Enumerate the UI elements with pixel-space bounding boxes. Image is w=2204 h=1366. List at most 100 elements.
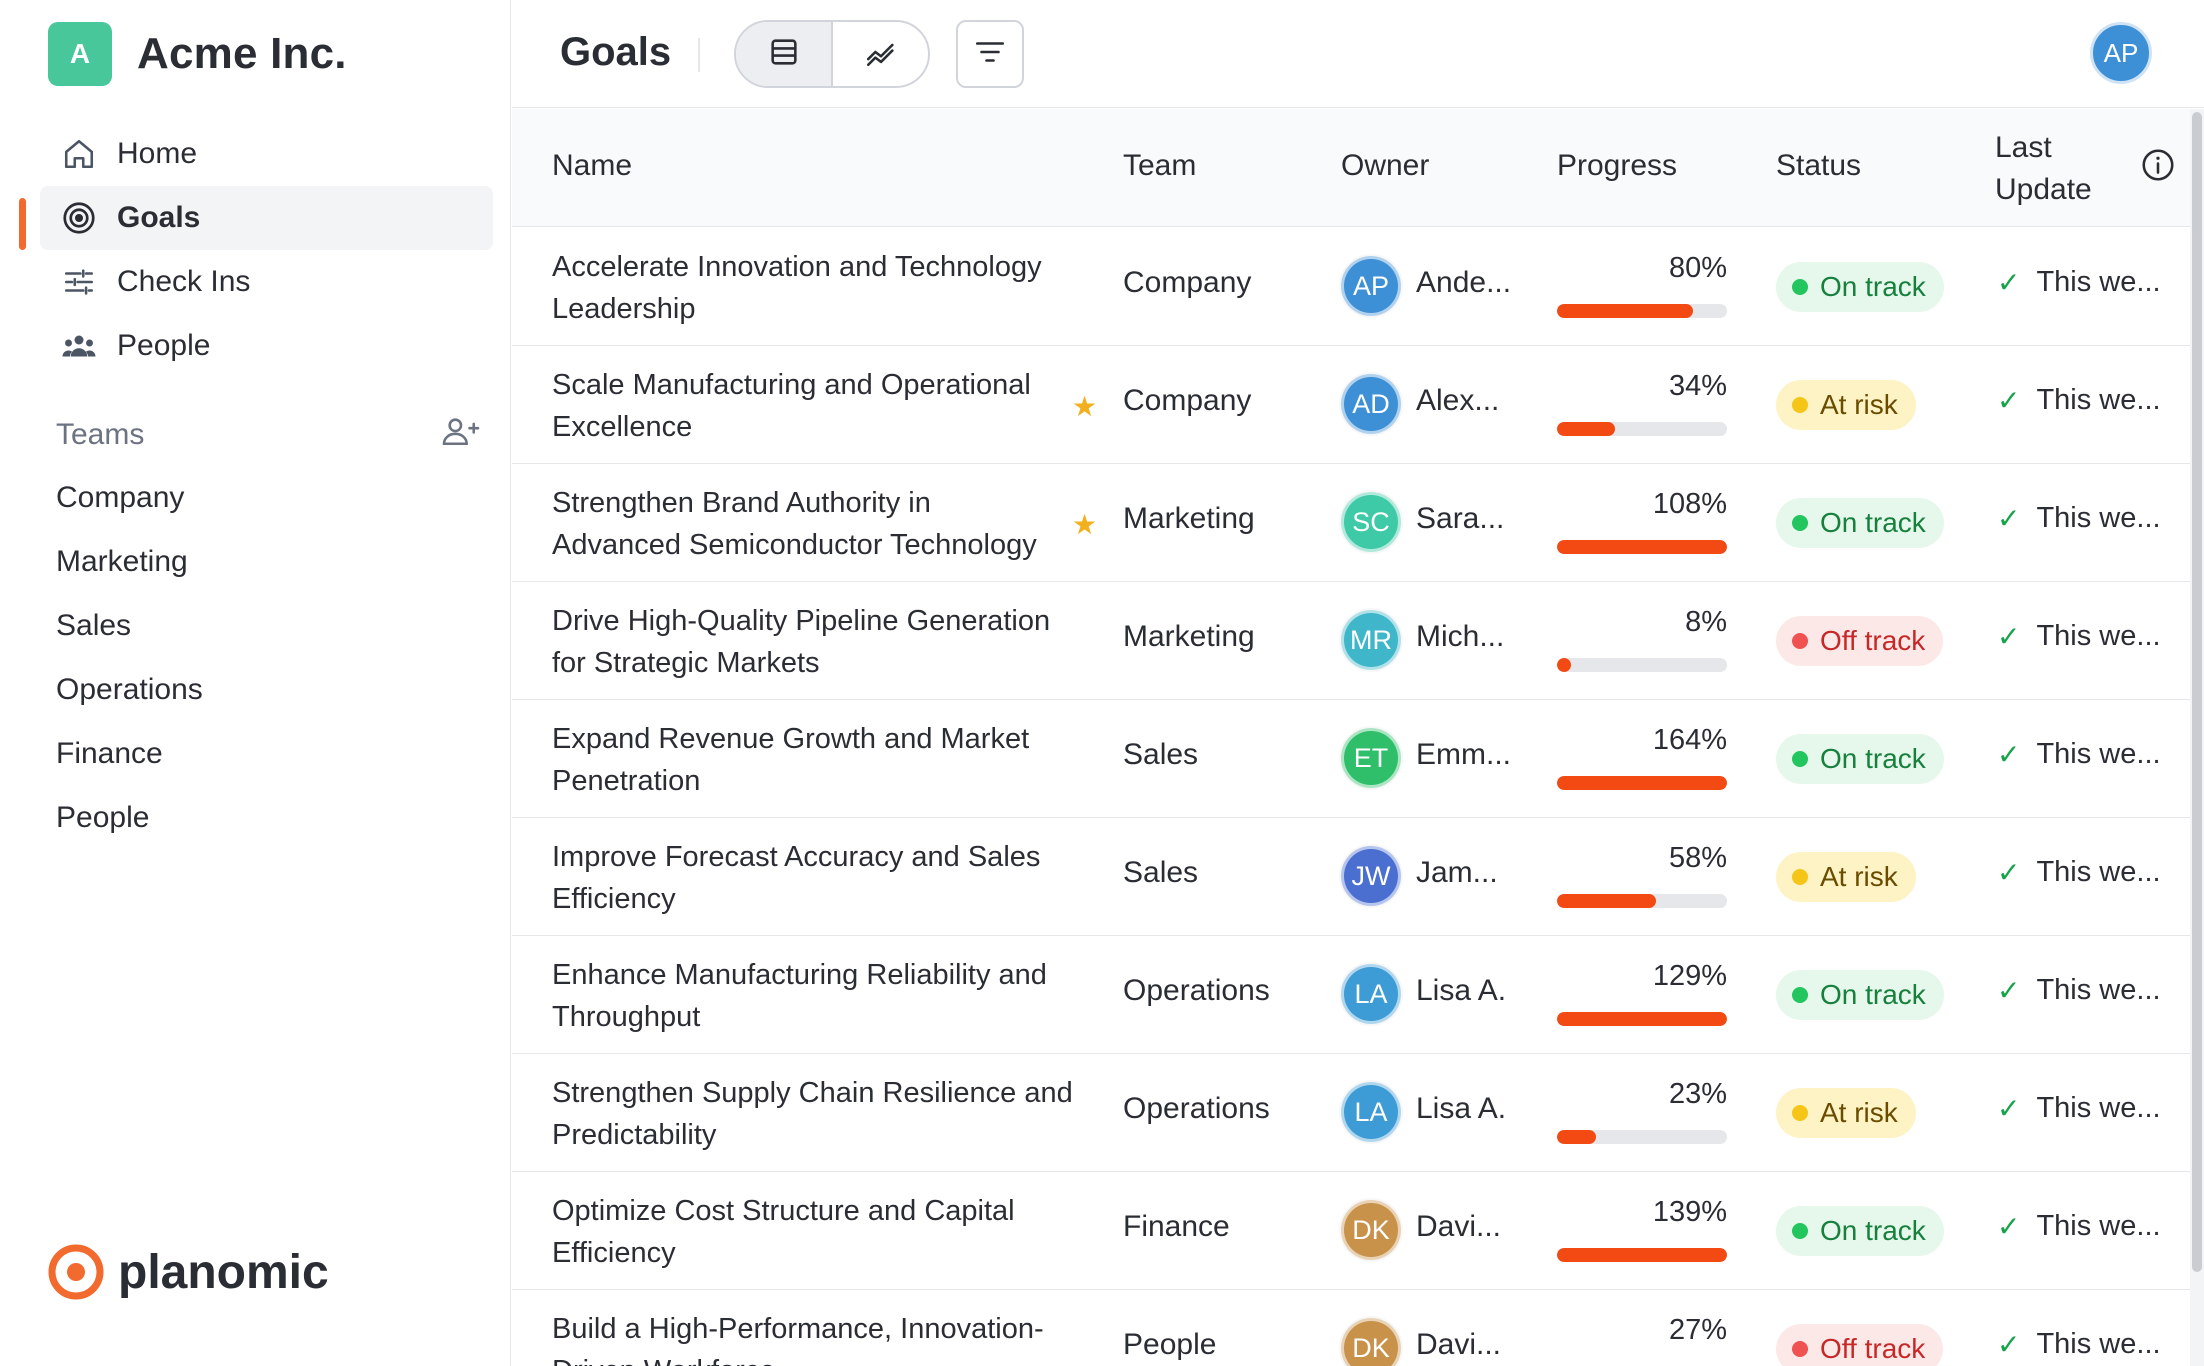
goal-name[interactable]: Expand Revenue Growth and Market Penetrat… xyxy=(552,718,1082,802)
owner-name: Davi... xyxy=(1416,1210,1502,1243)
column-header-owner[interactable]: Owner xyxy=(1341,149,1430,182)
last-update: ✓ This we... xyxy=(1997,1092,2161,1125)
progress-bar xyxy=(1557,1012,1727,1026)
add-team-member-icon[interactable] xyxy=(441,414,481,456)
nav-item-home[interactable]: Home xyxy=(40,122,493,186)
progress-percent: 58% xyxy=(1668,842,1727,874)
chart-view-button[interactable] xyxy=(833,22,928,86)
filter-button[interactable] xyxy=(956,20,1024,88)
last-update: ✓ This we... xyxy=(1997,384,2161,417)
star-icon[interactable]: ★ xyxy=(1072,509,1098,540)
info-icon[interactable] xyxy=(2140,147,2176,191)
status-dot xyxy=(1792,397,1808,413)
column-header-last-update[interactable]: Last Update xyxy=(1995,127,2092,211)
progress-percent: 8% xyxy=(1685,606,1727,638)
goal-team: Sales xyxy=(1123,856,1199,889)
goal-name[interactable]: Enhance Manufacturing Reliability and Thr… xyxy=(552,954,1082,1038)
owner-avatar: AD xyxy=(1341,374,1401,434)
nav-item-check-ins[interactable]: Check Ins xyxy=(40,250,493,314)
progress-percent: 108% xyxy=(1652,488,1727,520)
table-row[interactable]: Enhance Manufacturing Reliability and Thr… xyxy=(512,936,2192,1054)
team-item-company[interactable]: Company xyxy=(56,481,185,514)
nav-item-people[interactable]: People xyxy=(40,314,493,378)
table-row[interactable]: Accelerate Innovation and Technology Lead… xyxy=(512,228,2192,346)
table-row[interactable]: Drive High-Quality Pipeline Generation fo… xyxy=(512,582,2192,700)
goal-name[interactable]: Improve Forecast Accuracy and Sales Effic… xyxy=(552,836,1082,920)
workspace-switcher[interactable]: A Acme Inc. xyxy=(48,22,347,86)
owner-name: Lisa A. xyxy=(1416,974,1507,1007)
last-update: ✓ This we... xyxy=(1997,266,2161,299)
column-header-status[interactable]: Status xyxy=(1776,149,1862,182)
last-update: ✓ This we... xyxy=(1997,1210,2161,1243)
check-icon: ✓ xyxy=(1997,857,2021,888)
table-row[interactable]: Strengthen Brand Authority in Advanced Se… xyxy=(512,464,2192,582)
progress-bar-fill xyxy=(1557,304,1693,318)
check-icon: ✓ xyxy=(1997,503,2021,534)
status-badge: At risk xyxy=(1776,1088,1916,1138)
goal-name-line2: Throughput xyxy=(552,1001,701,1033)
progress-bar-fill xyxy=(1557,894,1656,908)
goal-name-line2: Predictability xyxy=(552,1119,717,1151)
team-list: Company Marketing Sales Operations Finan… xyxy=(56,466,203,850)
table-row[interactable]: Optimize Cost Structure and Capital Effic… xyxy=(512,1172,2192,1290)
owner-avatar: SC xyxy=(1341,492,1401,552)
goal-name-line2: Leadership xyxy=(552,293,696,325)
goal-name-line1: Optimize Cost Structure and Capital xyxy=(552,1195,1015,1227)
nav-item-goals[interactable]: Goals xyxy=(19,186,493,250)
table-scrollbar[interactable] xyxy=(2192,112,2202,1272)
goal-name[interactable]: Drive High-Quality Pipeline Generation fo… xyxy=(552,600,1082,684)
last-update-text: This we... xyxy=(2036,384,2161,416)
goal-name[interactable]: Scale Manufacturing and Operational Excel… xyxy=(552,364,1082,448)
team-item-operations[interactable]: Operations xyxy=(56,673,203,706)
table-row[interactable]: Expand Revenue Growth and Market Penetrat… xyxy=(512,700,2192,818)
status-label: Off track xyxy=(1820,625,1926,656)
goal-name[interactable]: Optimize Cost Structure and Capital Effic… xyxy=(552,1190,1082,1274)
status-badge: On track xyxy=(1776,262,1944,312)
user-avatar[interactable]: AP xyxy=(2090,22,2152,84)
teams-header: Teams xyxy=(56,414,481,456)
goal-name[interactable]: Strengthen Supply Chain Resilience and Pr… xyxy=(552,1072,1082,1156)
progress-percent: 23% xyxy=(1668,1078,1727,1110)
goal-name-line2: Efficiency xyxy=(552,883,676,915)
column-header-progress[interactable]: Progress xyxy=(1557,149,1678,182)
owner-avatar: JW xyxy=(1341,846,1401,906)
status-label: On track xyxy=(1820,979,1926,1010)
table-row[interactable]: Build a High-Performance, Innovation- Dri… xyxy=(512,1290,2192,1366)
goal-name-line1: Drive High-Quality Pipeline Generation xyxy=(552,605,1051,637)
sidebar: A Acme Inc. Home Goals Check Ins xyxy=(0,0,511,1366)
goal-team: Sales xyxy=(1123,738,1199,771)
team-item-marketing[interactable]: Marketing xyxy=(56,545,188,578)
goal-name-line1: Enhance Manufacturing Reliability and xyxy=(552,959,1047,991)
star-icon[interactable]: ★ xyxy=(1072,391,1098,422)
progress-bar xyxy=(1557,658,1727,672)
column-header-team[interactable]: Team xyxy=(1123,149,1197,182)
team-item-sales[interactable]: Sales xyxy=(56,609,132,642)
table-row[interactable]: Scale Manufacturing and Operational Excel… xyxy=(512,346,2192,464)
owner-avatar: DK xyxy=(1341,1200,1401,1260)
status-badge: Off track xyxy=(1776,1324,1944,1366)
status-badge: At risk xyxy=(1776,380,1916,430)
progress-bar-fill xyxy=(1557,540,1727,554)
last-update-text: This we... xyxy=(2036,620,2161,652)
owner-avatar: LA xyxy=(1341,964,1401,1024)
goal-name[interactable]: Build a High-Performance, Innovation- Dri… xyxy=(552,1308,1082,1366)
progress-bar xyxy=(1557,422,1727,436)
table-row[interactable]: Improve Forecast Accuracy and Sales Effic… xyxy=(512,818,2192,936)
column-header-name[interactable]: Name xyxy=(552,149,633,182)
check-icon: ✓ xyxy=(1997,739,2021,770)
status-dot xyxy=(1792,869,1808,885)
team-item-people[interactable]: People xyxy=(56,801,150,834)
last-update: ✓ This we... xyxy=(1997,620,2161,653)
progress-bar xyxy=(1557,540,1727,554)
owner-avatar: AP xyxy=(1341,256,1401,316)
nav-label: Check Ins xyxy=(117,265,251,298)
progress-percent: 80% xyxy=(1668,252,1727,284)
trend-chart-icon xyxy=(863,35,899,74)
goal-name[interactable]: Strengthen Brand Authority in Advanced Se… xyxy=(552,482,1082,566)
team-item-finance[interactable]: Finance xyxy=(56,737,163,770)
table-view-button[interactable] xyxy=(736,22,833,86)
table-row[interactable]: Strengthen Supply Chain Resilience and Pr… xyxy=(512,1054,2192,1172)
goal-name[interactable]: Accelerate Innovation and Technology Lead… xyxy=(552,246,1082,330)
goal-name-line2: Penetration xyxy=(552,765,701,797)
owner-name: Sara... xyxy=(1416,502,1505,535)
